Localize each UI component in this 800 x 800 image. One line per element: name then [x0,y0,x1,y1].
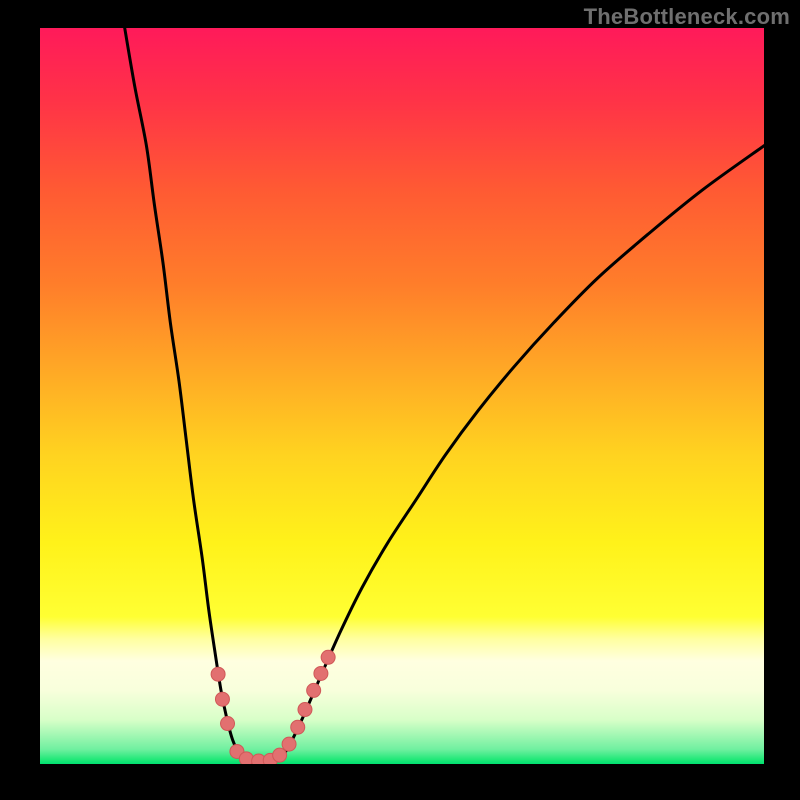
data-marker [321,650,335,664]
bottleneck-chart [0,0,800,800]
data-marker [298,703,312,717]
data-marker [273,748,287,762]
chart-root: TheBottleneck.com [0,0,800,800]
data-marker [221,717,235,731]
attribution-label: TheBottleneck.com [584,4,790,30]
data-marker [314,666,328,680]
data-marker [307,683,321,697]
plot-bottom-band [40,617,764,764]
data-marker [291,720,305,734]
data-marker [211,667,225,681]
data-marker [282,737,296,751]
data-marker [215,692,229,706]
data-marker [239,752,253,766]
